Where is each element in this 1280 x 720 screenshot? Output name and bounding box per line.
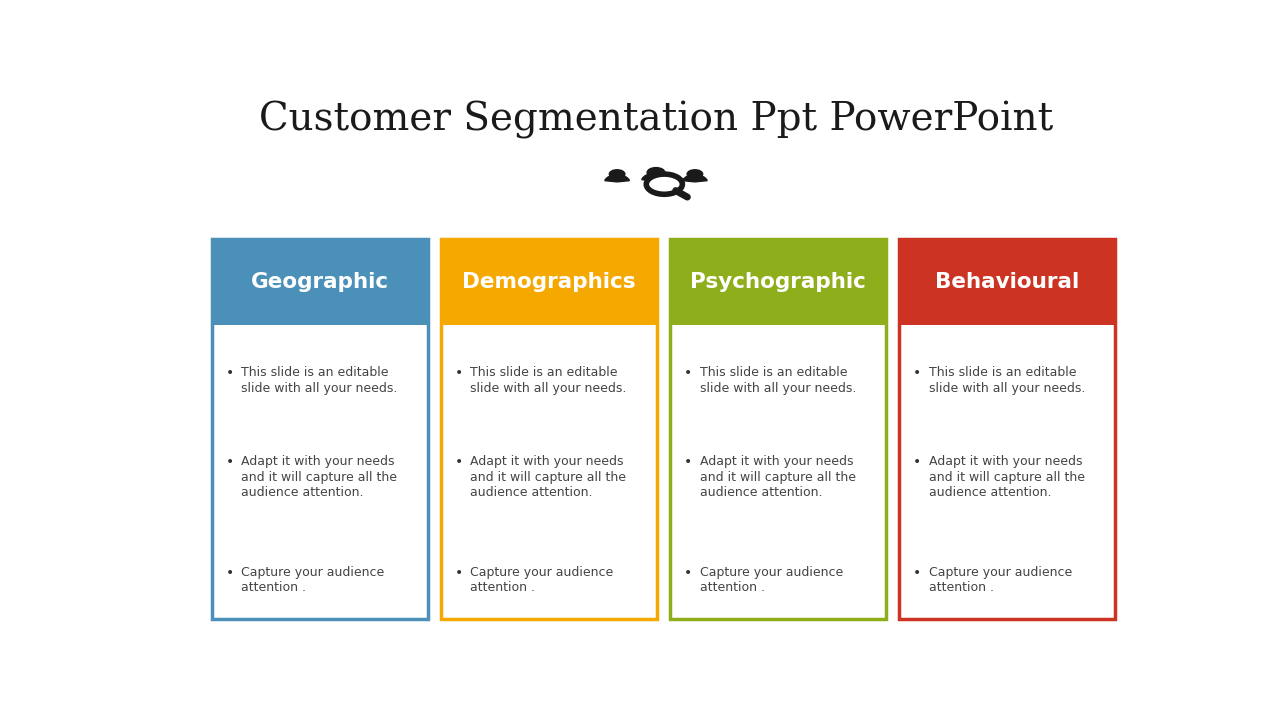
Text: Adapt it with your needs: Adapt it with your needs <box>700 455 854 468</box>
Text: •: • <box>913 366 922 380</box>
Text: Capture your audience: Capture your audience <box>471 566 613 579</box>
FancyBboxPatch shape <box>211 239 428 618</box>
Text: •: • <box>454 566 463 580</box>
Wedge shape <box>682 175 707 182</box>
Text: and it will capture all the: and it will capture all the <box>929 471 1085 484</box>
Text: slide with all your needs.: slide with all your needs. <box>929 382 1085 395</box>
Text: •: • <box>684 566 692 580</box>
Text: •: • <box>454 366 463 380</box>
Text: This slide is an editable: This slide is an editable <box>242 366 389 379</box>
Text: •: • <box>913 455 922 469</box>
Text: Adapt it with your needs: Adapt it with your needs <box>929 455 1083 468</box>
Circle shape <box>687 170 703 179</box>
Text: Adapt it with your needs: Adapt it with your needs <box>242 455 394 468</box>
Text: audience attention.: audience attention. <box>471 486 593 499</box>
Circle shape <box>648 168 664 178</box>
Text: attention .: attention . <box>929 582 993 595</box>
Text: attention .: attention . <box>471 582 535 595</box>
FancyBboxPatch shape <box>440 239 657 618</box>
Text: Customer Segmentation Ppt PowerPoint: Customer Segmentation Ppt PowerPoint <box>259 101 1053 139</box>
Text: This slide is an editable: This slide is an editable <box>700 366 847 379</box>
Text: •: • <box>225 455 234 469</box>
Text: audience attention.: audience attention. <box>929 486 1051 499</box>
Text: Psychographic: Psychographic <box>690 272 867 292</box>
Text: slide with all your needs.: slide with all your needs. <box>242 382 398 395</box>
Text: •: • <box>913 566 922 580</box>
Text: •: • <box>684 455 692 469</box>
Text: audience attention.: audience attention. <box>700 486 822 499</box>
Text: Geographic: Geographic <box>251 272 389 292</box>
FancyBboxPatch shape <box>899 239 1115 618</box>
Text: and it will capture all the: and it will capture all the <box>471 471 626 484</box>
FancyBboxPatch shape <box>899 239 1115 325</box>
Circle shape <box>649 176 680 193</box>
Text: •: • <box>684 366 692 380</box>
Text: slide with all your needs.: slide with all your needs. <box>471 382 627 395</box>
Text: •: • <box>225 366 234 380</box>
FancyBboxPatch shape <box>211 239 428 325</box>
Text: Behavioural: Behavioural <box>936 272 1079 292</box>
Wedge shape <box>641 173 671 181</box>
Text: slide with all your needs.: slide with all your needs. <box>700 382 856 395</box>
Circle shape <box>609 170 625 179</box>
Text: •: • <box>454 455 463 469</box>
Wedge shape <box>605 175 630 182</box>
Text: This slide is an editable: This slide is an editable <box>929 366 1076 379</box>
Text: attention .: attention . <box>700 582 764 595</box>
Text: attention .: attention . <box>242 582 306 595</box>
Text: Capture your audience: Capture your audience <box>700 566 844 579</box>
Text: audience attention.: audience attention. <box>242 486 364 499</box>
Text: •: • <box>225 566 234 580</box>
FancyBboxPatch shape <box>440 239 657 325</box>
Text: Capture your audience: Capture your audience <box>929 566 1073 579</box>
Text: and it will capture all the: and it will capture all the <box>242 471 397 484</box>
Text: Adapt it with your needs: Adapt it with your needs <box>471 455 623 468</box>
Text: This slide is an editable: This slide is an editable <box>471 366 618 379</box>
Text: and it will capture all the: and it will capture all the <box>700 471 855 484</box>
FancyBboxPatch shape <box>669 239 886 618</box>
FancyBboxPatch shape <box>669 239 886 325</box>
Text: Demographics: Demographics <box>462 272 636 292</box>
Text: Capture your audience: Capture your audience <box>242 566 384 579</box>
